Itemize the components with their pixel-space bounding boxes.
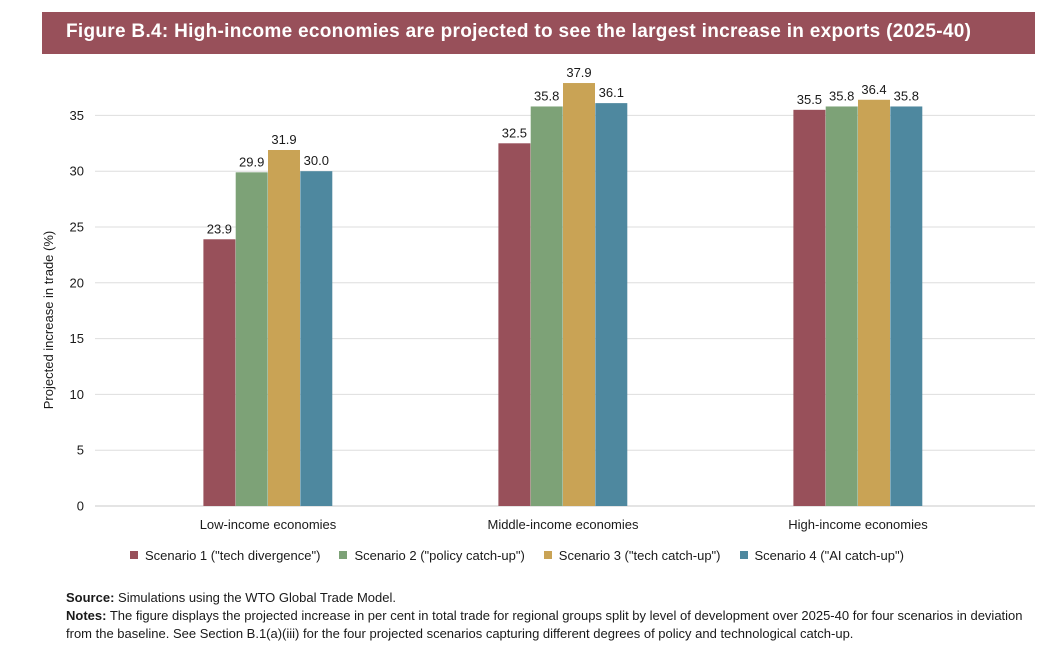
data-label: 32.5 bbox=[502, 125, 527, 140]
data-label: 36.4 bbox=[861, 82, 886, 97]
chart-legend: Scenario 1 ("tech divergence") Scenario 2… bbox=[130, 546, 923, 564]
y-tick-label: 0 bbox=[77, 499, 84, 514]
legend-swatch bbox=[543, 551, 552, 559]
bar bbox=[235, 172, 268, 506]
y-tick-label: 30 bbox=[70, 164, 84, 179]
y-tick-label: 35 bbox=[70, 108, 84, 123]
y-tick-label: 20 bbox=[70, 275, 84, 290]
data-label: 23.9 bbox=[207, 221, 232, 236]
legend-label: Scenario 2 ("policy catch-up") bbox=[354, 547, 525, 563]
bar bbox=[825, 106, 858, 507]
bar bbox=[203, 239, 236, 506]
x-tick-label: Middle-income economies bbox=[487, 517, 639, 532]
legend-swatch bbox=[130, 551, 138, 559]
legend-label: Scenario 3 ("tech catch-up") bbox=[558, 547, 721, 563]
legend-label: Scenario 1 ("tech divergence") bbox=[145, 547, 321, 563]
data-label: 31.9 bbox=[271, 132, 296, 147]
y-axis-label: Projected increase in trade (%) bbox=[41, 231, 56, 409]
bar bbox=[890, 106, 923, 507]
y-tick-label: 25 bbox=[70, 220, 84, 235]
legend-item: Scenario 4 ("AI catch-up") bbox=[739, 547, 904, 563]
legend-label: Scenario 4 ("AI catch-up") bbox=[754, 547, 904, 563]
legend-swatch bbox=[339, 551, 348, 559]
figure-title: Figure B.4: High-income economies are pr… bbox=[66, 21, 972, 42]
x-tick-label: High-income economies bbox=[788, 517, 928, 532]
bar bbox=[268, 149, 300, 506]
data-label: 30.0 bbox=[304, 153, 329, 168]
bar-chart: 0 5 10 15 20 25 30 35 Projected increase in trad… bbox=[41, 65, 1035, 532]
legend-item: Scenario 2 ("policy catch-up") bbox=[339, 547, 525, 563]
legend-item: Scenario 1 ("tech divergence") bbox=[130, 548, 320, 563]
source-text: Simulations using the WTO Global Trade M… bbox=[114, 590, 396, 605]
data-label: 29.9 bbox=[239, 154, 264, 169]
y-tick-label: 5 bbox=[77, 443, 84, 458]
figure-title-banner: Figure B.4: High-income economies are pr… bbox=[42, 12, 1035, 54]
source-label: Source: bbox=[66, 590, 115, 605]
bar bbox=[530, 106, 563, 507]
bar bbox=[300, 171, 333, 506]
notes-paragraph: Notes: The figure displays the projected… bbox=[66, 607, 1026, 643]
figure-notes: Source: Simulations using the WTO Global… bbox=[66, 589, 1026, 643]
data-label: 35.8 bbox=[534, 88, 559, 103]
data-label: 35.8 bbox=[894, 88, 919, 103]
bar bbox=[498, 143, 531, 507]
data-label: 35.5 bbox=[797, 92, 822, 107]
y-tick-label: 15 bbox=[70, 331, 84, 346]
bar bbox=[595, 103, 628, 507]
source-line: Source: Simulations using the WTO Global… bbox=[66, 589, 1026, 607]
legend-swatch bbox=[739, 551, 748, 559]
bar bbox=[793, 109, 826, 506]
data-label: 36.1 bbox=[599, 85, 624, 100]
x-tick-label: Low-income economies bbox=[200, 517, 337, 532]
data-label: 37.9 bbox=[566, 65, 591, 80]
y-tick-label: 10 bbox=[70, 387, 84, 402]
bar bbox=[563, 83, 595, 506]
notes-label: Notes: bbox=[66, 608, 107, 623]
legend-item: Scenario 3 ("tech catch-up") bbox=[543, 547, 721, 563]
bar bbox=[858, 99, 890, 506]
data-label: 35.8 bbox=[829, 88, 854, 103]
notes-text: The figure displays the projected increa… bbox=[66, 608, 1023, 641]
